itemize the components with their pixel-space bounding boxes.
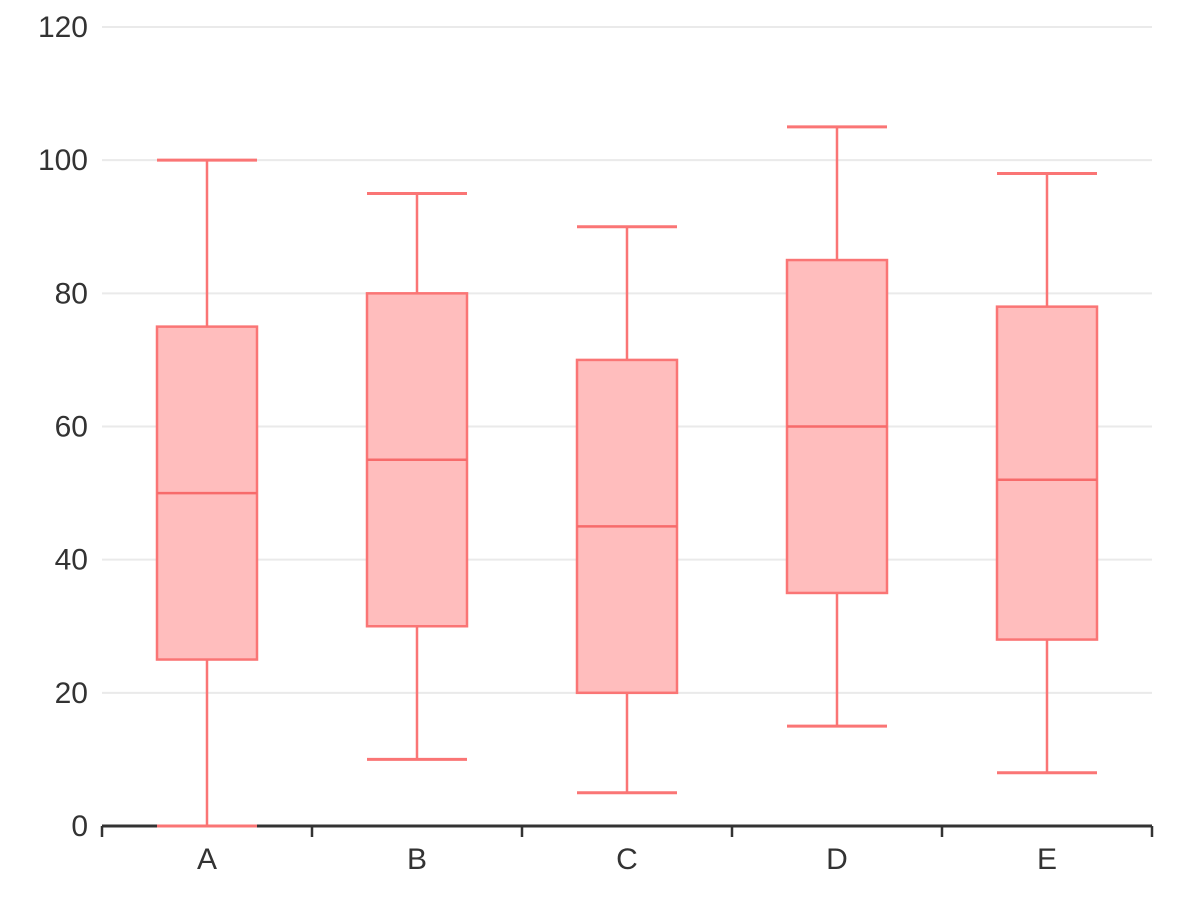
- y-axis-tick-label: 40: [55, 544, 88, 577]
- y-axis-tick-label: 0: [71, 810, 88, 843]
- box-group-A: [155, 158, 259, 828]
- axis-layer: [100, 824, 1154, 837]
- box-group-D: [785, 125, 889, 728]
- box-group-C: [575, 225, 679, 795]
- y-axis-tick-label: 100: [38, 144, 88, 177]
- tick-labels-layer: 0 20 40 60 80 100 120 A B C D E: [38, 11, 1057, 876]
- y-axis-tick-label: 60: [55, 411, 88, 444]
- box-group-E: [995, 171, 1099, 775]
- boxes-layer: [155, 125, 1099, 828]
- box-group-B: [365, 191, 469, 761]
- iqr-box: [995, 305, 1099, 641]
- x-axis-category-label: D: [826, 843, 848, 876]
- x-axis-category-label: C: [616, 843, 638, 876]
- x-axis-category-label: A: [197, 843, 217, 876]
- x-axis-category-label: E: [1037, 843, 1057, 876]
- y-axis-tick-label: 120: [38, 11, 88, 44]
- x-axis-category-label: B: [407, 843, 427, 876]
- y-axis-tick-label: 80: [55, 277, 88, 310]
- y-axis-tick-label: 20: [55, 677, 88, 710]
